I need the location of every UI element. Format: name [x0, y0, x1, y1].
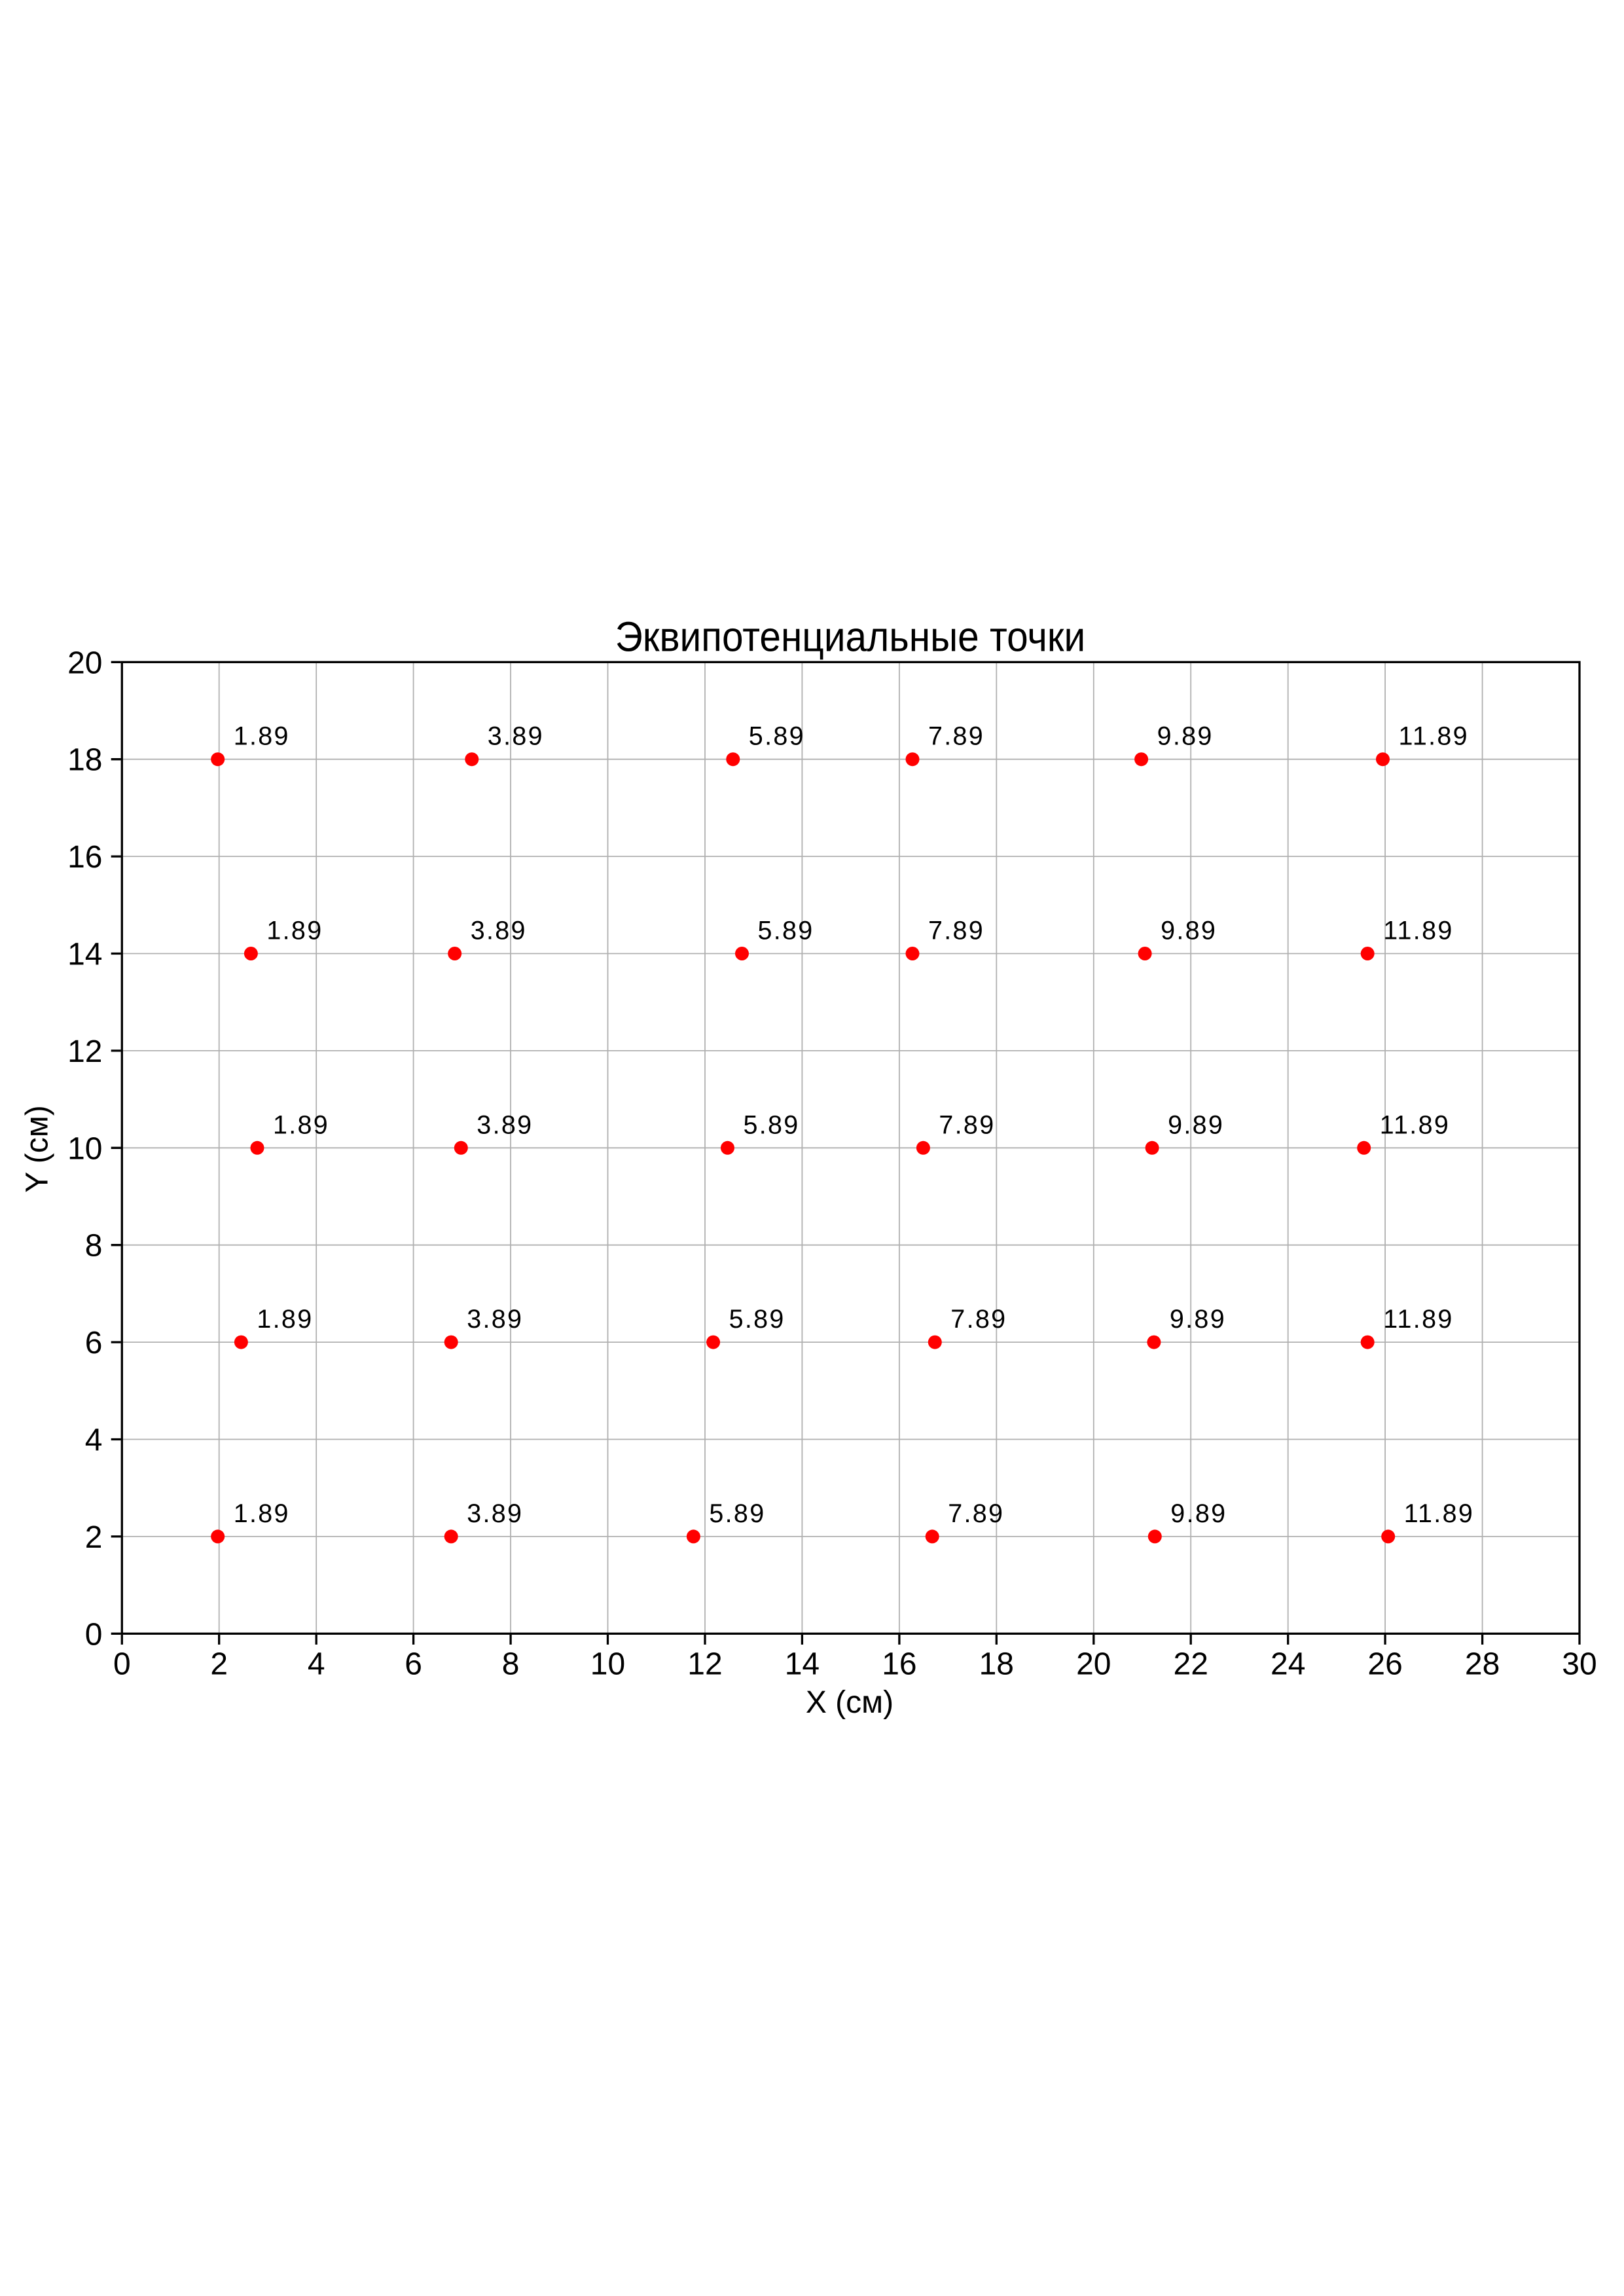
svg-text:9.89: 9.89 [1161, 917, 1217, 945]
svg-text:11.89: 11.89 [1383, 917, 1453, 945]
svg-text:5.89: 5.89 [749, 722, 805, 751]
svg-text:5.89: 5.89 [744, 1110, 800, 1139]
svg-text:24: 24 [1271, 1647, 1305, 1682]
svg-text:3.89: 3.89 [467, 1305, 523, 1334]
svg-text:1.89: 1.89 [234, 722, 290, 751]
svg-text:4: 4 [308, 1647, 325, 1682]
svg-text:2: 2 [210, 1647, 228, 1682]
svg-text:11.89: 11.89 [1404, 1499, 1474, 1528]
svg-text:11.89: 11.89 [1399, 722, 1469, 751]
svg-text:5.89: 5.89 [729, 1305, 785, 1334]
svg-text:Y (см): Y (см) [20, 1105, 55, 1192]
svg-text:18: 18 [67, 743, 102, 778]
svg-text:5.89: 5.89 [709, 1499, 765, 1528]
svg-text:16: 16 [882, 1647, 916, 1682]
svg-text:26: 26 [1367, 1647, 1402, 1682]
svg-text:11.89: 11.89 [1380, 1110, 1450, 1139]
svg-text:3.89: 3.89 [467, 1499, 523, 1528]
svg-text:3.89: 3.89 [471, 917, 527, 945]
svg-text:14: 14 [785, 1647, 820, 1682]
svg-text:18: 18 [979, 1647, 1014, 1682]
svg-text:7.89: 7.89 [928, 917, 984, 945]
svg-text:0: 0 [85, 1617, 103, 1652]
svg-text:1.89: 1.89 [273, 1110, 329, 1139]
svg-text:20: 20 [1076, 1647, 1111, 1682]
svg-text:28: 28 [1465, 1647, 1500, 1682]
svg-text:1.89: 1.89 [266, 917, 323, 945]
svg-text:9.89: 9.89 [1170, 1499, 1227, 1528]
svg-text:Эквипотенциальные точки: Эквипотенциальные точки [615, 613, 1086, 660]
svg-text:3.89: 3.89 [488, 722, 544, 751]
svg-text:6: 6 [85, 1326, 103, 1360]
svg-text:11.89: 11.89 [1383, 1305, 1453, 1334]
svg-text:2: 2 [85, 1520, 103, 1555]
svg-text:9.89: 9.89 [1157, 722, 1214, 751]
svg-text:12: 12 [67, 1034, 102, 1069]
svg-text:3.89: 3.89 [477, 1110, 533, 1139]
svg-text:7.89: 7.89 [948, 1499, 1004, 1528]
svg-text:14: 14 [67, 938, 102, 972]
svg-text:0: 0 [113, 1647, 131, 1682]
svg-text:1.89: 1.89 [234, 1499, 290, 1528]
svg-text:8: 8 [502, 1647, 520, 1682]
svg-text:4: 4 [85, 1423, 103, 1458]
svg-text:16: 16 [67, 840, 102, 875]
svg-text:12: 12 [687, 1647, 722, 1682]
svg-text:X (см): X (см) [806, 1685, 893, 1720]
svg-text:7.89: 7.89 [950, 1305, 1007, 1334]
svg-text:1.89: 1.89 [257, 1305, 313, 1334]
svg-text:9.89: 9.89 [1170, 1305, 1226, 1334]
svg-text:7.89: 7.89 [939, 1110, 995, 1139]
svg-text:30: 30 [1562, 1647, 1597, 1682]
svg-text:10: 10 [590, 1647, 625, 1682]
svg-text:9.89: 9.89 [1168, 1110, 1224, 1139]
svg-text:20: 20 [67, 646, 102, 680]
svg-text:6: 6 [405, 1647, 422, 1682]
svg-text:22: 22 [1174, 1647, 1208, 1682]
svg-text:10: 10 [67, 1131, 102, 1166]
svg-text:8: 8 [85, 1229, 103, 1264]
svg-text:5.89: 5.89 [758, 917, 814, 945]
svg-text:7.89: 7.89 [928, 722, 984, 751]
